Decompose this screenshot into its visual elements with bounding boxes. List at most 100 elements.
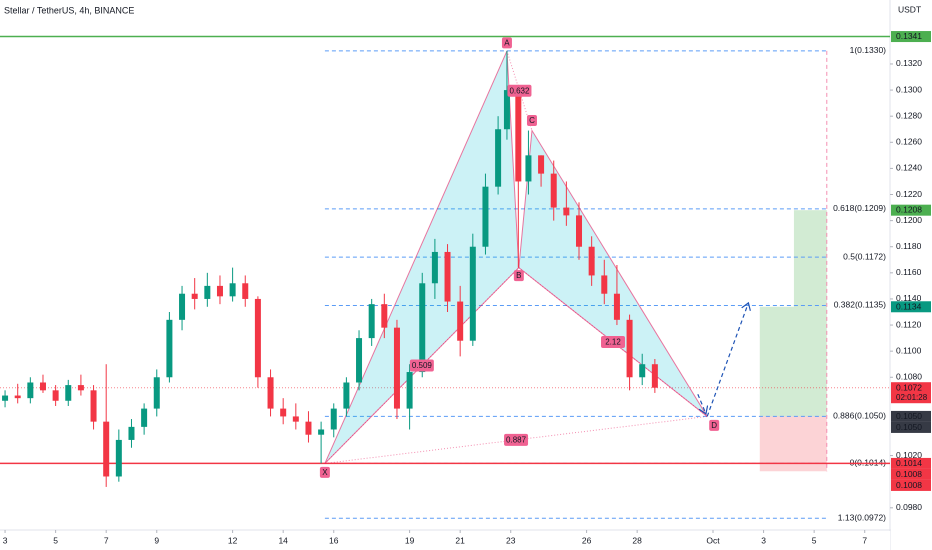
y-tick-label: 0.1220 bbox=[896, 189, 922, 199]
ratio-badge bbox=[409, 359, 434, 372]
x-tick-label: 3 bbox=[3, 535, 8, 545]
candle-body bbox=[538, 155, 545, 174]
ratio-label: 2.12 bbox=[605, 338, 621, 347]
y-tick-label: 0.1200 bbox=[896, 215, 922, 225]
candle-body bbox=[191, 293, 198, 299]
projection-arrow bbox=[697, 394, 706, 414]
fib-label: 0.382(0.1135) bbox=[834, 300, 886, 310]
price-tag bbox=[891, 382, 931, 404]
candle-body bbox=[515, 90, 522, 182]
y-tick-label: 0.1240 bbox=[896, 163, 922, 173]
candle-body bbox=[77, 385, 84, 391]
y-tick-label: 0.1180 bbox=[896, 241, 922, 251]
y-tick-label: 0.1160 bbox=[896, 267, 922, 277]
price-tag-label: 0.1050 bbox=[896, 411, 922, 421]
profit-zone bbox=[759, 306, 794, 417]
price-tag-label: 0.1341 bbox=[896, 31, 922, 41]
price-tag bbox=[891, 468, 931, 480]
price-tag bbox=[891, 301, 931, 313]
candle-body bbox=[503, 90, 510, 130]
candle-body bbox=[52, 390, 59, 401]
point-badge bbox=[526, 115, 537, 127]
price-tag-label: 0.1134 bbox=[896, 301, 922, 311]
candle-body bbox=[280, 408, 287, 417]
candle-body bbox=[2, 395, 9, 401]
x-tick-label: 7 bbox=[862, 535, 867, 545]
x-tick-label: 26 bbox=[582, 535, 592, 545]
candle-body bbox=[550, 173, 557, 208]
x-tick-label: 12 bbox=[228, 535, 238, 545]
y-tick-label: 0.1080 bbox=[896, 372, 922, 382]
x-tick-label: 19 bbox=[405, 535, 415, 545]
candle-body bbox=[431, 251, 438, 284]
price-tag-label: 0.1050 bbox=[896, 422, 922, 432]
candle-body bbox=[204, 285, 211, 299]
candle-body bbox=[216, 285, 223, 297]
candle-body bbox=[305, 421, 312, 435]
candle-body bbox=[393, 327, 400, 409]
candle-body bbox=[141, 408, 148, 427]
candle-body bbox=[576, 215, 583, 247]
y-tick-label: 0.0980 bbox=[896, 502, 922, 512]
candle-body bbox=[14, 395, 21, 399]
candle-body bbox=[292, 416, 299, 422]
fib-label: 0.618(0.1209) bbox=[833, 203, 886, 213]
price-tag bbox=[891, 31, 931, 43]
candle-body bbox=[153, 377, 160, 409]
candle-body bbox=[103, 421, 110, 477]
ratio-badge bbox=[507, 84, 532, 97]
x-tick-label: 9 bbox=[154, 535, 159, 545]
candle-body bbox=[179, 293, 186, 320]
point-label: X bbox=[322, 468, 328, 477]
candle-body bbox=[115, 439, 122, 477]
y-tick-label: 0.1280 bbox=[896, 110, 922, 120]
candle-body bbox=[128, 426, 135, 440]
candle-body bbox=[626, 319, 633, 378]
point-label: B bbox=[516, 271, 521, 280]
fib-label: 1.13(0.0972) bbox=[838, 513, 886, 523]
candle-body bbox=[406, 372, 413, 409]
x-tick-label: 21 bbox=[455, 535, 465, 545]
price-tag bbox=[891, 421, 931, 433]
candle-body bbox=[65, 385, 72, 401]
x-tick-label: 5 bbox=[812, 535, 817, 545]
candle-body bbox=[356, 338, 363, 383]
candle-body bbox=[482, 186, 489, 247]
point-badge bbox=[513, 270, 524, 282]
candle-body bbox=[601, 275, 608, 294]
price-tag-label: 0.1008 bbox=[896, 480, 922, 490]
ratio-badge bbox=[504, 433, 529, 446]
x-tick-label: 16 bbox=[329, 535, 339, 545]
candle-body bbox=[381, 304, 388, 328]
price-tag-label: 0.1014 bbox=[896, 458, 922, 468]
candle-body bbox=[343, 382, 350, 409]
price-tag-label: 0.1072 bbox=[896, 382, 922, 392]
price-tag bbox=[891, 410, 931, 422]
y-tick-label: 0.1020 bbox=[896, 450, 922, 460]
candle-body bbox=[457, 301, 464, 341]
currency: USDT bbox=[898, 4, 921, 14]
candle-body bbox=[166, 319, 173, 378]
price-tag-label: 0.1208 bbox=[896, 205, 922, 215]
point-badge bbox=[709, 419, 720, 431]
candle-body bbox=[318, 429, 325, 435]
candle-body bbox=[651, 364, 658, 388]
x-tick-label: 28 bbox=[632, 535, 642, 545]
candle-body bbox=[588, 246, 595, 276]
candle-body bbox=[242, 283, 249, 299]
y-tick-label: 0.1320 bbox=[896, 58, 922, 68]
axis-bg bbox=[0, 531, 890, 550]
ratio-badge bbox=[601, 336, 626, 349]
candle-body bbox=[469, 246, 476, 341]
projection-arrow bbox=[706, 303, 748, 417]
candle-body bbox=[39, 382, 46, 391]
ratio-label: 0.887 bbox=[506, 436, 527, 445]
y-tick-label: 0.1300 bbox=[896, 84, 922, 94]
fib-label: 0.5(0.1172) bbox=[843, 251, 886, 261]
ratio-line bbox=[324, 267, 520, 464]
point-label: A bbox=[504, 39, 510, 48]
x-tick-label: 5 bbox=[53, 535, 58, 545]
y-tick-label: 0.1140 bbox=[896, 293, 922, 303]
chart-title: Stellar / TetherUS, 4h, BINANCE bbox=[4, 5, 134, 15]
candle-body bbox=[419, 283, 426, 373]
